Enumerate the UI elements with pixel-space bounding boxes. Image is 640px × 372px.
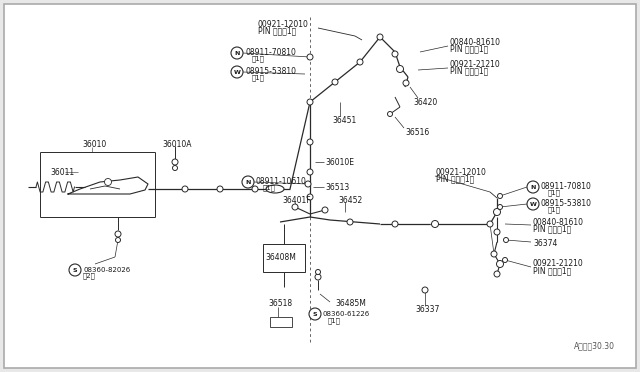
Text: 36337: 36337 bbox=[415, 305, 440, 314]
Circle shape bbox=[231, 47, 243, 59]
Text: 36010: 36010 bbox=[82, 140, 106, 148]
Circle shape bbox=[377, 34, 383, 40]
Circle shape bbox=[332, 79, 338, 85]
Circle shape bbox=[173, 166, 177, 170]
Text: 00921-21210: 00921-21210 bbox=[533, 260, 584, 269]
Circle shape bbox=[292, 204, 298, 210]
Circle shape bbox=[527, 181, 539, 193]
Circle shape bbox=[69, 264, 81, 276]
Text: （2）: （2） bbox=[83, 273, 96, 279]
Text: PIN ビン（1）: PIN ビン（1） bbox=[450, 67, 488, 76]
Text: 36010E: 36010E bbox=[325, 157, 354, 167]
Text: PIN ビン（1）: PIN ビン（1） bbox=[436, 174, 474, 183]
Circle shape bbox=[252, 186, 258, 192]
Text: N: N bbox=[234, 51, 240, 55]
Text: N: N bbox=[531, 185, 536, 189]
Text: （1）: （1） bbox=[252, 56, 265, 62]
Circle shape bbox=[397, 65, 403, 73]
Text: PIN ビン＼1＾: PIN ビン＼1＾ bbox=[450, 45, 488, 54]
Circle shape bbox=[493, 208, 500, 215]
Circle shape bbox=[422, 287, 428, 293]
Text: 36374: 36374 bbox=[533, 240, 557, 248]
Circle shape bbox=[392, 221, 398, 227]
Circle shape bbox=[307, 99, 313, 105]
Circle shape bbox=[307, 169, 313, 175]
Text: A・・・3̄0.30: A・・・3̄0.30 bbox=[574, 341, 615, 350]
Circle shape bbox=[431, 221, 438, 228]
Text: 08360-61226: 08360-61226 bbox=[323, 311, 371, 317]
Circle shape bbox=[307, 54, 313, 60]
Text: 36420: 36420 bbox=[413, 97, 437, 106]
Circle shape bbox=[115, 237, 120, 243]
Text: 36518: 36518 bbox=[268, 299, 292, 308]
Text: 36010A: 36010A bbox=[162, 140, 191, 148]
Circle shape bbox=[307, 194, 313, 200]
Text: 00921-21210: 00921-21210 bbox=[450, 60, 500, 68]
Text: 00840-81610: 00840-81610 bbox=[533, 218, 584, 227]
Text: S: S bbox=[313, 311, 317, 317]
Text: （1）: （1） bbox=[548, 190, 561, 196]
Text: 36485M: 36485M bbox=[335, 299, 366, 308]
Text: PIN ビン（1）: PIN ビン（1） bbox=[533, 266, 572, 276]
Circle shape bbox=[347, 219, 353, 225]
Circle shape bbox=[392, 51, 398, 57]
Text: 00921-12010: 00921-12010 bbox=[436, 167, 487, 176]
Text: （1）: （1） bbox=[328, 318, 341, 324]
Text: 36451: 36451 bbox=[332, 115, 356, 125]
Text: 08360-82026: 08360-82026 bbox=[83, 267, 131, 273]
FancyBboxPatch shape bbox=[270, 317, 292, 327]
Circle shape bbox=[217, 186, 223, 192]
Circle shape bbox=[494, 271, 500, 277]
Text: S: S bbox=[73, 267, 77, 273]
Circle shape bbox=[504, 237, 509, 243]
Circle shape bbox=[497, 193, 502, 199]
Text: PIN ビン（1）: PIN ビン（1） bbox=[258, 26, 296, 35]
Circle shape bbox=[387, 112, 392, 116]
Text: 36516: 36516 bbox=[405, 128, 429, 137]
Text: （1）: （1） bbox=[263, 185, 276, 191]
Circle shape bbox=[305, 181, 311, 187]
FancyBboxPatch shape bbox=[4, 4, 636, 368]
Text: 36452: 36452 bbox=[338, 196, 362, 205]
Text: PIN ビン（1）: PIN ビン（1） bbox=[533, 224, 572, 234]
Text: （1）: （1） bbox=[252, 75, 265, 81]
Text: 36408M: 36408M bbox=[265, 253, 296, 263]
Ellipse shape bbox=[266, 185, 284, 193]
Circle shape bbox=[497, 260, 504, 267]
Circle shape bbox=[104, 179, 111, 186]
Text: 08915-53810: 08915-53810 bbox=[541, 199, 592, 208]
Text: 08915-53810: 08915-53810 bbox=[245, 67, 296, 76]
Circle shape bbox=[307, 139, 313, 145]
Text: （1）: （1） bbox=[548, 207, 561, 213]
Text: 08911-10610: 08911-10610 bbox=[256, 176, 307, 186]
Circle shape bbox=[497, 205, 502, 209]
Text: 00921-12010: 00921-12010 bbox=[258, 19, 309, 29]
FancyBboxPatch shape bbox=[263, 244, 305, 272]
Circle shape bbox=[309, 308, 321, 320]
Circle shape bbox=[494, 229, 500, 235]
Circle shape bbox=[316, 269, 321, 275]
Circle shape bbox=[527, 198, 539, 210]
Text: 00840-81610: 00840-81610 bbox=[450, 38, 501, 46]
Text: N: N bbox=[245, 180, 251, 185]
Circle shape bbox=[502, 257, 508, 263]
Text: 36513: 36513 bbox=[325, 183, 349, 192]
Circle shape bbox=[315, 274, 321, 280]
Text: W: W bbox=[234, 70, 241, 74]
Circle shape bbox=[115, 231, 121, 237]
Circle shape bbox=[357, 59, 363, 65]
Text: W: W bbox=[529, 202, 536, 206]
Circle shape bbox=[231, 66, 243, 78]
Circle shape bbox=[487, 221, 493, 227]
Circle shape bbox=[182, 186, 188, 192]
Text: 08911-70810: 08911-70810 bbox=[541, 182, 592, 190]
Circle shape bbox=[242, 176, 254, 188]
Circle shape bbox=[403, 80, 409, 86]
Text: 08911-70810: 08911-70810 bbox=[245, 48, 296, 57]
Circle shape bbox=[172, 159, 178, 165]
Circle shape bbox=[491, 251, 497, 257]
Text: 36011: 36011 bbox=[50, 167, 74, 176]
Text: 36401F: 36401F bbox=[282, 196, 310, 205]
Circle shape bbox=[322, 207, 328, 213]
